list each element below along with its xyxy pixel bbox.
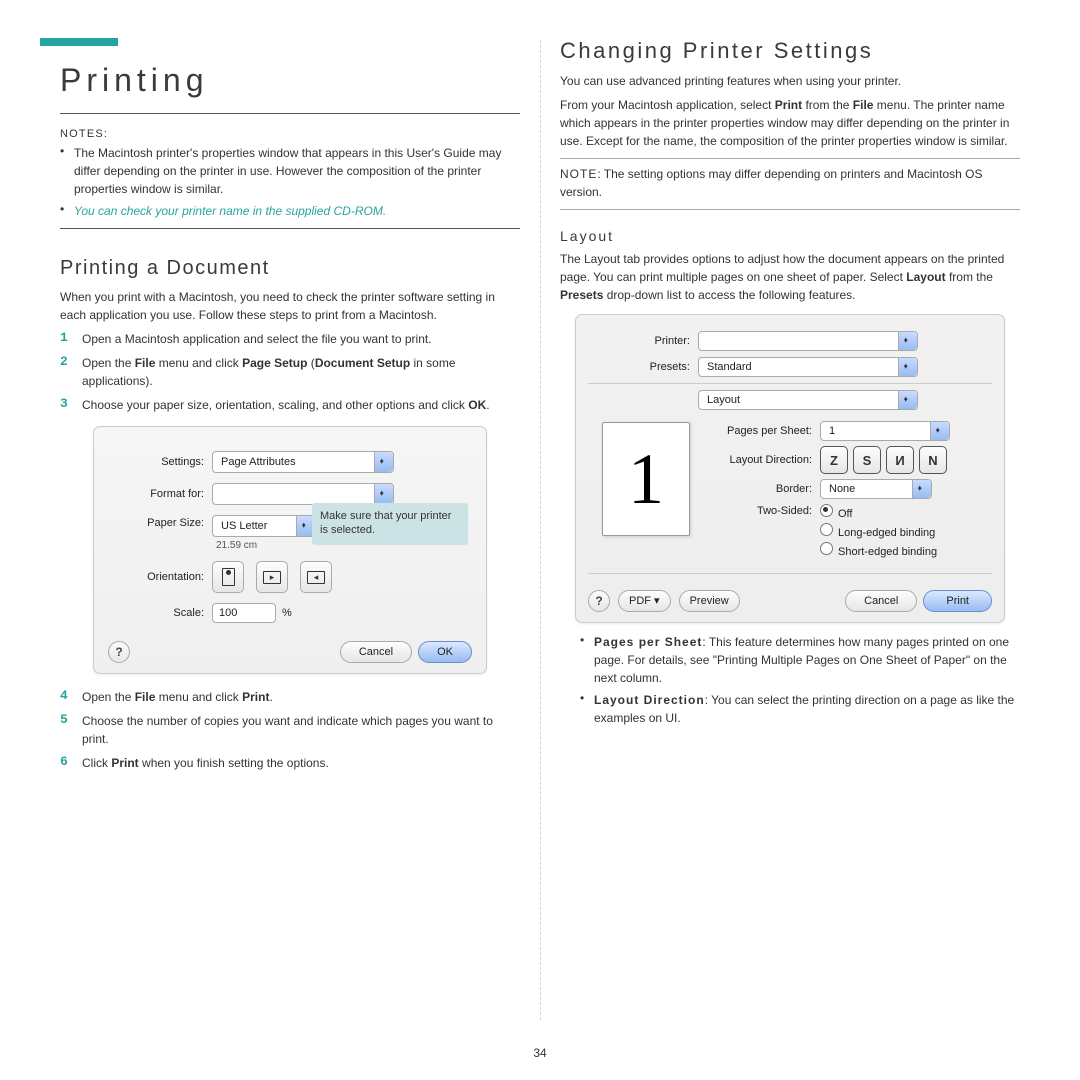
note-1: The Macintosh printer's properties windo… <box>74 144 520 198</box>
step-4: Open the File menu and click Print. <box>82 688 520 706</box>
page-setup-dialog: Settings: Page Attributes Format for: Pa… <box>93 426 487 674</box>
preview-number: 1 <box>628 438 664 521</box>
heading-printing: Printing <box>60 60 520 114</box>
note-2: You can check your printer name in the s… <box>74 202 520 220</box>
presets-label: Presets: <box>588 361 698 373</box>
rule <box>560 158 1020 159</box>
bullet-dot: • <box>580 691 594 727</box>
paper-dimensions: 21.59 cm <box>216 540 316 551</box>
step-5: Choose the number of copies you want and… <box>82 712 520 748</box>
border-select[interactable]: None <box>820 479 932 499</box>
orientation-landscape-right-button[interactable] <box>300 561 332 593</box>
orientation-label: Orientation: <box>108 571 212 583</box>
pps-select[interactable]: 1 <box>820 421 950 441</box>
radio-short-edge[interactable]: Short-edged binding <box>820 542 937 558</box>
ok-button[interactable]: OK <box>418 641 472 663</box>
presets-select[interactable]: Standard <box>698 357 918 377</box>
step-1: Open a Macintosh application and select … <box>82 330 520 348</box>
bullet-dot: • <box>60 144 74 198</box>
step-num: 1 <box>60 330 82 348</box>
orientation-portrait-button[interactable] <box>212 561 244 593</box>
radio-off[interactable]: Off <box>820 504 937 520</box>
pps-label: Pages per Sheet: <box>712 425 820 437</box>
layout-dir-4[interactable]: N <box>919 446 947 474</box>
scale-unit: % <box>282 607 292 619</box>
bullet-pps: Pages per Sheet: This feature determines… <box>594 633 1020 687</box>
radio-long-edge[interactable]: Long-edged binding <box>820 523 937 539</box>
page-number: 34 <box>0 1046 1080 1060</box>
pane-select[interactable]: Layout <box>698 390 918 410</box>
layout-intro: The Layout tab provides options to adjus… <box>560 250 1020 304</box>
step-3: Choose your paper size, orientation, sca… <box>82 396 520 414</box>
scale-input[interactable]: 100 <box>212 603 276 623</box>
step-num: 6 <box>60 754 82 772</box>
step-2: Open the File menu and click Page Setup … <box>82 354 520 390</box>
layout-dir-label: Layout Direction: <box>712 454 820 466</box>
heading-changing-settings: Changing Printer Settings <box>560 38 1020 64</box>
printer-label: Printer: <box>588 335 698 347</box>
two-sided-label: Two-Sided: <box>712 504 820 517</box>
heading-layout: Layout <box>560 228 1020 244</box>
rule <box>60 228 520 229</box>
help-button[interactable]: ? <box>588 590 610 612</box>
step-num: 4 <box>60 688 82 706</box>
left-column: Printing NOTES: • The Macintosh printer'… <box>60 30 520 778</box>
bullet-dot: • <box>60 202 74 220</box>
step-num: 5 <box>60 712 82 748</box>
print-dialog: Printer: Presets: Standard Layout 1 Page… <box>575 314 1005 623</box>
pdf-button[interactable]: PDF ▾ <box>618 590 671 612</box>
layout-dir-2[interactable]: S <box>853 446 881 474</box>
step-num: 3 <box>60 396 82 414</box>
settings-label: Settings: <box>108 456 212 468</box>
page-preview: 1 <box>602 422 690 536</box>
bullet-dot: • <box>580 633 594 687</box>
step-6: Click Print when you finish setting the … <box>82 754 520 772</box>
paper-size-select[interactable]: US Letter <box>212 515 316 537</box>
orientation-landscape-left-button[interactable] <box>256 561 288 593</box>
right-column: Changing Printer Settings You can use ad… <box>560 30 1020 778</box>
notes-label: NOTES: <box>60 128 520 140</box>
cancel-button[interactable]: Cancel <box>340 641 412 663</box>
border-label: Border: <box>712 483 820 495</box>
right-p2: From your Macintosh application, select … <box>560 96 1020 150</box>
format-for-label: Format for: <box>108 488 212 500</box>
format-for-select[interactable] <box>212 483 394 505</box>
intro-text: When you print with a Macintosh, you nee… <box>60 288 520 324</box>
help-button[interactable]: ? <box>108 641 130 663</box>
right-p1: You can use advanced printing features w… <box>560 72 1020 90</box>
settings-select[interactable]: Page Attributes <box>212 451 394 473</box>
column-divider <box>540 40 541 1020</box>
printer-select[interactable] <box>698 331 918 351</box>
right-note: NOTE: The setting options may differ dep… <box>560 165 1020 201</box>
paper-size-label: Paper Size: <box>108 515 212 529</box>
preview-button[interactable]: Preview <box>679 590 740 612</box>
step-num: 2 <box>60 354 82 390</box>
rule <box>560 209 1020 210</box>
heading-printing-document: Printing a Document <box>60 257 520 280</box>
layout-dir-3[interactable]: И <box>886 446 914 474</box>
scale-label: Scale: <box>108 607 212 619</box>
print-cancel-button[interactable]: Cancel <box>845 590 917 612</box>
print-button[interactable]: Print <box>923 590 992 612</box>
layout-dir-1[interactable]: Z <box>820 446 848 474</box>
callout-printer-selected: Make sure that your printer is selected. <box>312 503 468 544</box>
bullet-layout-dir: Layout Direction: You can select the pri… <box>594 691 1020 727</box>
